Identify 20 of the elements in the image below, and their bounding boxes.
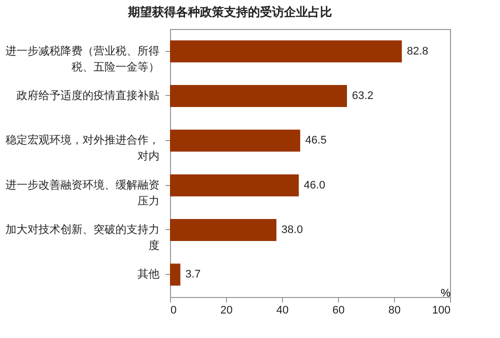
data-label: 3.7 (185, 268, 201, 281)
x-tick-label: 80 (388, 304, 401, 316)
x-tick-label: 100 (432, 304, 450, 316)
y-tick-label: 加大对技术创新、突破的支持力度 (6, 223, 160, 252)
x-tick-label: 40 (276, 304, 289, 316)
y-tick-label: 其他 (138, 268, 160, 281)
y-tick-label: 进一步减税降费（营业税、所得税、五险一金等） (6, 44, 160, 74)
y-tick-label: 进一步改善融资环境、缓解融资压力 (6, 178, 160, 208)
x-tick-label: 60 (332, 304, 345, 316)
y-tick-label: 稳定宏观环境，对外推进合作，对内 (6, 134, 160, 163)
data-label: 38.0 (281, 224, 303, 236)
data-label: 46.0 (304, 179, 326, 192)
data-label: 46.5 (305, 134, 327, 147)
x-tick-label: 0 (170, 304, 177, 316)
chart-title: 期望获得各种政策支持的受访企业占比 (127, 5, 332, 19)
x-axis-title: % (440, 288, 451, 300)
x-tick-label: 20 (220, 304, 233, 316)
data-label: 82.8 (406, 45, 428, 58)
data-label: 63.2 (352, 90, 374, 102)
y-tick-label: 政府给予适度的疫情直接补贴 (16, 89, 160, 102)
